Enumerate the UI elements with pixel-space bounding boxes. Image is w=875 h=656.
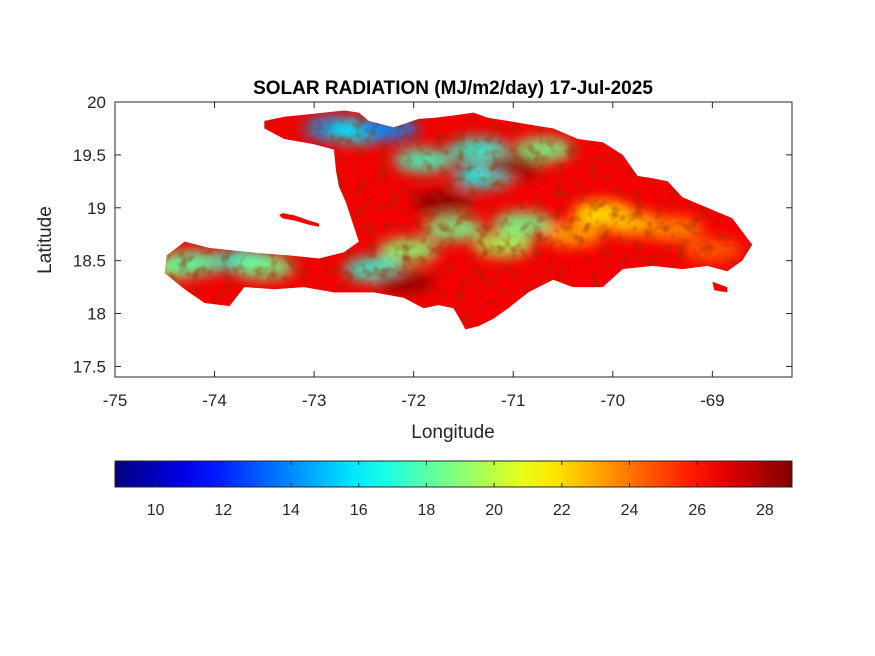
y-tick-label: 18.5 xyxy=(73,252,106,271)
colorbar xyxy=(114,460,793,488)
x-tick-label: -73 xyxy=(302,391,327,410)
colorbar-tick-label: 14 xyxy=(282,502,300,519)
y-tick-label: 17.5 xyxy=(73,357,106,376)
colorbar-tick-label: 28 xyxy=(756,502,774,519)
x-tick-label: -69 xyxy=(700,391,725,410)
x-axis: -75 -74 -73 -72 -71 -70 -69 xyxy=(103,102,725,410)
colorbar-tick-label: 24 xyxy=(621,502,639,519)
x-tick-label: -75 xyxy=(103,391,128,410)
x-tick-label: -72 xyxy=(401,391,426,410)
y-axis-label: Latitude xyxy=(35,206,56,274)
colorbar-tick-label: 18 xyxy=(418,502,436,519)
colorbar-tick-label: 12 xyxy=(214,502,232,519)
colorbar-tick-label: 26 xyxy=(688,502,706,519)
x-tick-label: -74 xyxy=(202,391,227,410)
colorbar-axis: 10 12 14 16 18 20 22 24 26 28 xyxy=(147,461,774,519)
y-tick-label: 19 xyxy=(87,199,106,218)
x-tick-label: -71 xyxy=(501,391,526,410)
y-tick-label: 18 xyxy=(87,305,106,324)
colorbar-tick-label: 10 xyxy=(147,502,165,519)
colorbar-tick-label: 22 xyxy=(553,502,571,519)
y-tick-label: 19.5 xyxy=(73,146,106,165)
y-tick-label: 20 xyxy=(87,93,106,112)
y-axis: 17.5 18 18.5 19 19.5 20 xyxy=(73,93,792,376)
x-tick-label: -70 xyxy=(601,391,626,410)
x-axis-label: Longitude xyxy=(411,422,494,443)
plot-frame xyxy=(114,101,793,378)
colorbar-tick-label: 20 xyxy=(485,502,503,519)
colorbar-tick-label: 16 xyxy=(350,502,368,519)
chart-title: SOLAR RADIATION (MJ/m2/day) 17-Jul-2025 xyxy=(253,78,653,99)
